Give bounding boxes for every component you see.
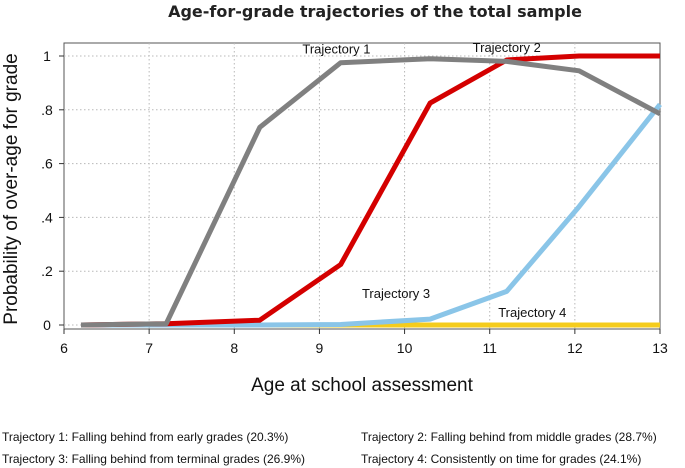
series-label-2: Trajectory 2 (473, 40, 541, 55)
y-axis-label: Probability of over-age for grade (1, 53, 22, 324)
y-tick-label: 1 (43, 48, 51, 64)
y-tick-label: .2 (41, 263, 53, 279)
y-tick-label: .4 (41, 209, 53, 225)
series-label-3: Trajectory 3 (362, 286, 430, 301)
legend-entry-3: Trajectory 3: Falling behind from termin… (2, 452, 306, 466)
y-tick-label: .6 (41, 156, 53, 172)
x-tick-label: 9 (316, 340, 324, 356)
series-line-2 (80, 53, 660, 328)
line-chart: Age-for-grade trajectories of the total … (1, 2, 668, 396)
x-tick-label: 8 (230, 340, 238, 356)
plot-area (63, 42, 661, 330)
y-tick-label: 0 (43, 317, 51, 333)
legend-entry-2: Trajectory 2: Falling behind from middle… (361, 430, 657, 444)
x-axis-label: Age at school assessment (251, 375, 474, 396)
legend-entry-1: Trajectory 1: Falling behind from early … (2, 430, 289, 444)
x-tick-label: 6 (60, 340, 68, 356)
y-tick-label: .8 (41, 102, 53, 118)
legend-entry-4: Trajectory 4: Consistently on time for g… (361, 452, 642, 466)
series-labels: Trajectory 1 Trajectory 2 Trajectory 3 Traj… (302, 40, 566, 320)
series-lines (80, 53, 662, 328)
x-tick-label: 7 (145, 340, 153, 356)
x-tick-label: 13 (652, 340, 668, 356)
series-line-1 (80, 56, 662, 328)
axes: 6 7 8 9 10 11 12 13 0 .2 .4 .6 .8 1 (41, 48, 668, 356)
x-tick-label: 12 (567, 340, 583, 356)
series-label-1: Trajectory 1 (302, 41, 370, 56)
x-tick-label: 11 (482, 340, 497, 356)
chart-title: Age-for-grade trajectories of the total … (168, 2, 582, 21)
x-tick-label: 10 (397, 340, 413, 356)
series-label-4: Trajectory 4 (498, 305, 566, 320)
